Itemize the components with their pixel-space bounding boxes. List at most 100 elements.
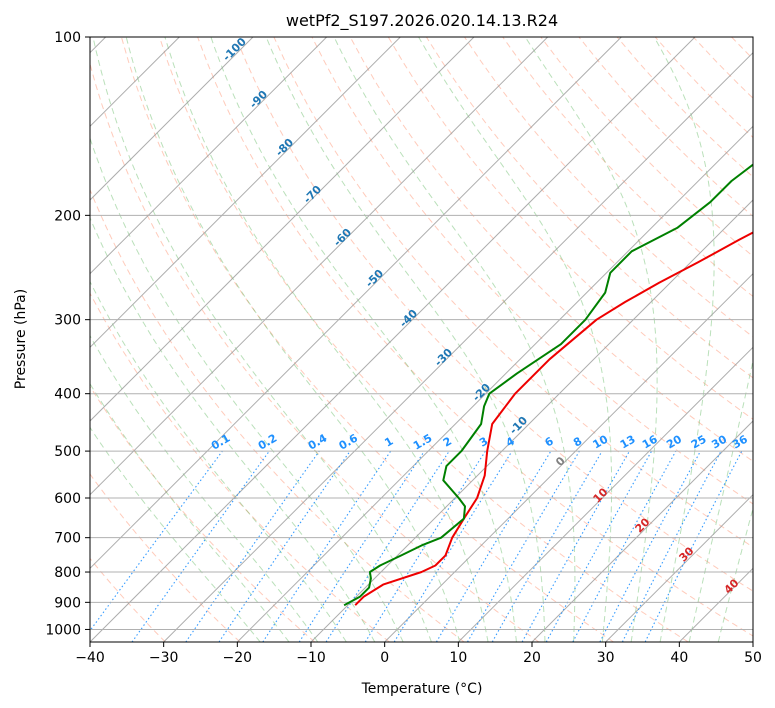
sounding-profiles bbox=[343, 163, 753, 607]
moist-adiabat-line bbox=[210, 37, 517, 642]
dry-adiabat-line bbox=[770, 37, 775, 642]
mixing-ratio-label: 1.5 bbox=[411, 432, 434, 453]
dry-adiabat-label: -30 bbox=[432, 346, 455, 369]
mixing-ratio-line bbox=[393, 450, 513, 642]
x-tick-label: −30 bbox=[149, 650, 179, 666]
dry-adiabat-label: -90 bbox=[247, 88, 270, 111]
isotherm-line bbox=[90, 37, 328, 275]
moist-adiabat-line bbox=[524, 37, 658, 642]
moist-adiabat-line bbox=[90, 216, 376, 642]
isotherm-line bbox=[531, 420, 753, 642]
plot-frame bbox=[89, 36, 754, 643]
mixing-ratio-label: 25 bbox=[689, 433, 709, 452]
moist-adiabat-line bbox=[90, 136, 404, 642]
mixing-ratio-line bbox=[572, 450, 677, 642]
dry-adiabat-line bbox=[387, 37, 753, 420]
isotherm-line bbox=[310, 199, 753, 642]
moist-adiabat-line bbox=[333, 37, 576, 642]
isotherm-line bbox=[605, 493, 753, 642]
dry-adiabat-label: -80 bbox=[273, 136, 296, 159]
y-tick-label: 100 bbox=[54, 30, 81, 46]
isotherm-line bbox=[752, 641, 753, 642]
mixing-ratio-line bbox=[435, 450, 552, 642]
mixing-ratio-label: 36 bbox=[730, 432, 750, 451]
x-tick-label: 20 bbox=[523, 650, 541, 666]
mixing-ratio-line bbox=[131, 450, 270, 642]
x-tick-label: 30 bbox=[597, 650, 615, 666]
mixing-ratio-line bbox=[364, 450, 486, 642]
moist-adiabat-line bbox=[717, 506, 753, 642]
x-tick-label: 0 bbox=[380, 650, 389, 666]
isotherm-line bbox=[90, 37, 696, 642]
mixing-ratio-line bbox=[90, 450, 223, 632]
mixing-ratio-label: 0.1 bbox=[209, 432, 232, 453]
mixing-ratio-label: 8 bbox=[571, 435, 584, 450]
x-tick-label: −20 bbox=[223, 650, 253, 666]
moist-adiabat-label: 40 bbox=[722, 576, 742, 596]
mixing-ratio-label: 13 bbox=[618, 433, 638, 452]
y-tick-label: 1000 bbox=[45, 622, 81, 638]
temperature-profile-line bbox=[354, 231, 753, 606]
mixing-ratio-label: 10 bbox=[591, 432, 611, 451]
dry-adiabat-line bbox=[425, 37, 753, 379]
skewt-background-lines bbox=[90, 37, 775, 642]
y-tick-label: 700 bbox=[54, 531, 81, 547]
axes: −40 −30 −20 −10 0 10 20 30 40 5010020030040050060… bbox=[45, 30, 762, 666]
moist-adiabat-label: 10 bbox=[591, 485, 611, 505]
dry-adiabat-line bbox=[349, 37, 753, 462]
mixing-ratio-label: 1 bbox=[382, 435, 395, 450]
mixing-ratio-line bbox=[298, 450, 425, 642]
dewpoint-profile-line bbox=[343, 163, 753, 607]
x-tick-label: 40 bbox=[670, 650, 688, 666]
mixing-ratio-line bbox=[521, 450, 630, 642]
dry-adiabat-line bbox=[464, 37, 753, 338]
dry-adiabat-line bbox=[502, 37, 753, 298]
dry-adiabat-line bbox=[90, 188, 465, 642]
dry-adiabat-line bbox=[120, 37, 614, 642]
mixing-ratio-label: 6 bbox=[543, 434, 556, 449]
x-axis-title: Temperature (°C) bbox=[361, 681, 483, 697]
isotherm-line bbox=[90, 37, 254, 201]
isotherm-line bbox=[90, 37, 475, 422]
dry-adiabat-line bbox=[90, 292, 390, 642]
dry-adiabat-line bbox=[159, 37, 689, 642]
mixing-ratio-line bbox=[545, 450, 653, 642]
y-tick-label: 900 bbox=[54, 595, 81, 611]
moist-adiabat-line bbox=[164, 37, 489, 642]
dry-adiabat-line bbox=[90, 473, 241, 642]
y-tick-label: 600 bbox=[54, 491, 81, 507]
moist-adiabat-label: 20 bbox=[633, 515, 653, 535]
mixing-ratio-line bbox=[262, 450, 392, 642]
isotherm-line bbox=[90, 37, 401, 349]
y-tick-label: 800 bbox=[54, 565, 81, 581]
mixing-ratio-label: 16 bbox=[640, 432, 660, 451]
isotherm-line bbox=[384, 272, 753, 642]
dry-adiabat-line bbox=[311, 37, 753, 505]
moist-adiabat-line bbox=[688, 358, 753, 642]
dry-adiabat-line bbox=[654, 37, 753, 139]
isotherm-line bbox=[163, 51, 753, 642]
dry-adiabat-label: -50 bbox=[363, 267, 386, 290]
mixing-ratio-line bbox=[621, 450, 722, 642]
mixing-ratio-label: 30 bbox=[709, 432, 729, 451]
dry-adiabat-line bbox=[273, 37, 753, 548]
moist-adiabat-line bbox=[90, 426, 261, 642]
moist-adiabat-line bbox=[653, 37, 715, 642]
x-tick-label: 10 bbox=[449, 650, 467, 666]
dry-adiabat-line bbox=[235, 37, 753, 592]
moist-adiabat-line bbox=[265, 37, 546, 642]
y-tick-label: 500 bbox=[54, 444, 81, 460]
mixing-ratio-line bbox=[218, 450, 351, 642]
x-tick-label: 50 bbox=[744, 650, 762, 666]
x-tick-label: −40 bbox=[75, 650, 105, 666]
chart-title: wetPf2_S197.2026.020.14.13.R24 bbox=[286, 11, 558, 31]
moist-adiabat-line bbox=[92, 37, 432, 642]
y-tick-label: 300 bbox=[54, 313, 81, 329]
mixing-ratio-label: 2 bbox=[441, 435, 454, 450]
reference-line-labels: 0.1 0.2 0.4 0.6 1 1.5 2 3 4 6 8 10 13 16 20 25 30 36-100-… bbox=[209, 37, 750, 597]
isotherm-line bbox=[236, 125, 753, 642]
isotherm-line bbox=[457, 346, 753, 642]
moist-adiabat-line bbox=[90, 382, 290, 642]
dry-adiabat-label: -60 bbox=[331, 226, 354, 249]
